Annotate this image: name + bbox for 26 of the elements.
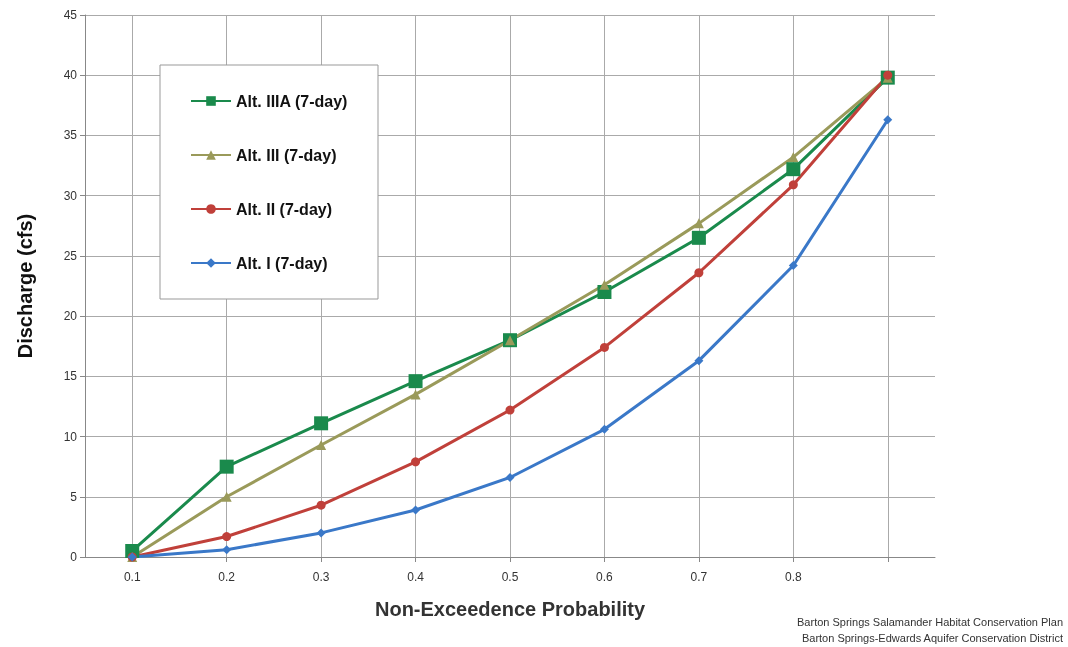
x-tick-label: 0.8 bbox=[784, 570, 802, 584]
x-tick-label: 0.1 bbox=[123, 570, 141, 584]
x-tick-label: 0.4 bbox=[407, 570, 425, 584]
y-axis-title: Discharge (cfs) bbox=[14, 213, 36, 359]
y-tick-label: 5 bbox=[70, 489, 78, 504]
y-tick-label: 15 bbox=[63, 369, 78, 384]
x-tick-label: 0.7 bbox=[690, 570, 708, 584]
text: Barton Springs Salamander Habitat Conservation Plan bbox=[797, 615, 1063, 628]
y-tick-label: 30 bbox=[63, 188, 78, 203]
x-tick-label: 0.3 bbox=[312, 570, 330, 584]
y-tick-label: 40 bbox=[63, 68, 78, 83]
y-tick-label: 0 bbox=[70, 550, 78, 564]
y-tick-label: 25 bbox=[63, 248, 78, 263]
y-tick-label: 35 bbox=[63, 128, 78, 143]
legend-label: Alt. III (7-day) bbox=[236, 146, 337, 164]
x-axis-title: Non-Exceedence Probability bbox=[374, 598, 646, 620]
x-tick-label: 0.2 bbox=[218, 570, 236, 584]
y-tick-label: 20 bbox=[63, 309, 78, 324]
x-tick-label: 0.5 bbox=[501, 570, 519, 584]
legend-label: Alt. I (7-day) bbox=[236, 254, 328, 272]
y-tick-label: 45 bbox=[63, 8, 78, 22]
y-tick-label: 10 bbox=[63, 429, 78, 444]
legend-label: Alt. II (7-day) bbox=[236, 200, 333, 218]
legend-label: Alt. IIIA (7-day) bbox=[236, 92, 348, 110]
x-tick-label: 0.6 bbox=[596, 570, 614, 584]
text: Barton Springs-Edwards Aquifer Conservation District bbox=[801, 631, 1063, 644]
